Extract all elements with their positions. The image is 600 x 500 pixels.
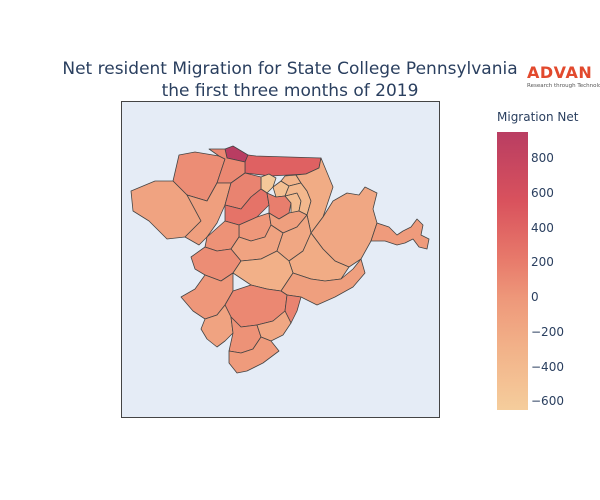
region-southwest-1[interactable] (190, 246, 242, 282)
colorbar-tick-label: 800 (531, 151, 554, 166)
region-southwest-3[interactable] (200, 304, 234, 348)
colorbar-tick-label: −600 (531, 394, 564, 409)
logo-wordmark: ADVAN (527, 63, 593, 82)
advan-logo: ADVAN Research through Technology (527, 63, 600, 90)
region-south-tip[interactable] (228, 336, 280, 374)
map-title: Net resident Migration for State College… (30, 58, 550, 102)
colorbar-gradient (497, 132, 528, 410)
colorbar-tick-label: 400 (531, 220, 554, 235)
region-west-strip[interactable] (184, 182, 232, 246)
region-far-east-arm[interactable] (370, 218, 430, 250)
colorbar-tick-label: 600 (531, 185, 554, 200)
colorbar-title: Migration Net (497, 110, 579, 124)
logo-tagline: Research through Technology (527, 83, 600, 89)
map-title-line-1: Net resident Migration for State College… (62, 59, 518, 79)
colorbar-tick-label: 0 (531, 290, 539, 305)
map-title-line-2: the first three months of 2019 (161, 81, 419, 101)
region-south-strip[interactable] (284, 294, 302, 324)
colorbar-tick-label: −400 (531, 359, 564, 374)
choropleth-map[interactable] (121, 101, 440, 418)
colorbar-tick-label: −200 (531, 324, 564, 339)
colorbar-tick-label: 200 (531, 255, 554, 270)
